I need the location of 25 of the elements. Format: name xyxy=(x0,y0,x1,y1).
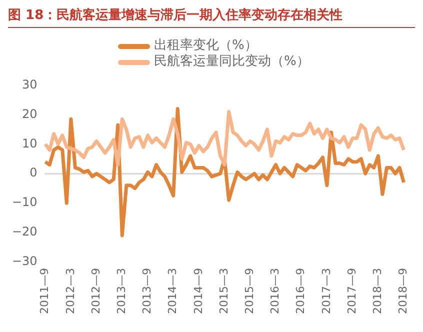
y-tick-label: 10 xyxy=(22,136,38,150)
x-tick-label: 2014—9 xyxy=(192,268,205,314)
y-tick-label: 30 xyxy=(22,77,38,92)
x-tick-label: 2012—9 xyxy=(89,268,102,314)
x-tick-label: 2018—9 xyxy=(396,268,410,314)
x-tick-label: 2012—3 xyxy=(64,268,77,314)
legend-label: 民航客运量同比变动（%） xyxy=(154,54,310,70)
y-tick-label: 0 xyxy=(30,166,38,180)
x-tick-label: 2014—3 xyxy=(166,268,180,314)
x-tick-label: 2015—3 xyxy=(217,268,230,314)
x-tick-label: 2017—3 xyxy=(320,268,333,314)
x-tick-label: 2013—9 xyxy=(140,268,154,314)
legend-label: 出租率变化（%） xyxy=(154,38,258,54)
y-tick-label: −30 xyxy=(12,254,38,268)
y-tick-label: 20 xyxy=(22,106,38,121)
x-tick-label: 2015—9 xyxy=(243,268,256,314)
x-tick-label: 2017—9 xyxy=(345,268,358,314)
x-tick-label: 2011—9 xyxy=(38,268,52,314)
y-tick-label: −20 xyxy=(12,224,38,239)
y-tick-label: −10 xyxy=(12,195,38,210)
x-tick-label: 2013—3 xyxy=(115,268,128,314)
chart-title: 图 18：民航客运量增速与滞后一期入住率变动存在相关性 xyxy=(8,6,415,28)
x-tick-label: 2018—3 xyxy=(371,268,384,314)
x-tick-label: 2016—3 xyxy=(268,268,282,314)
x-tick-label: 2016—9 xyxy=(294,268,308,314)
